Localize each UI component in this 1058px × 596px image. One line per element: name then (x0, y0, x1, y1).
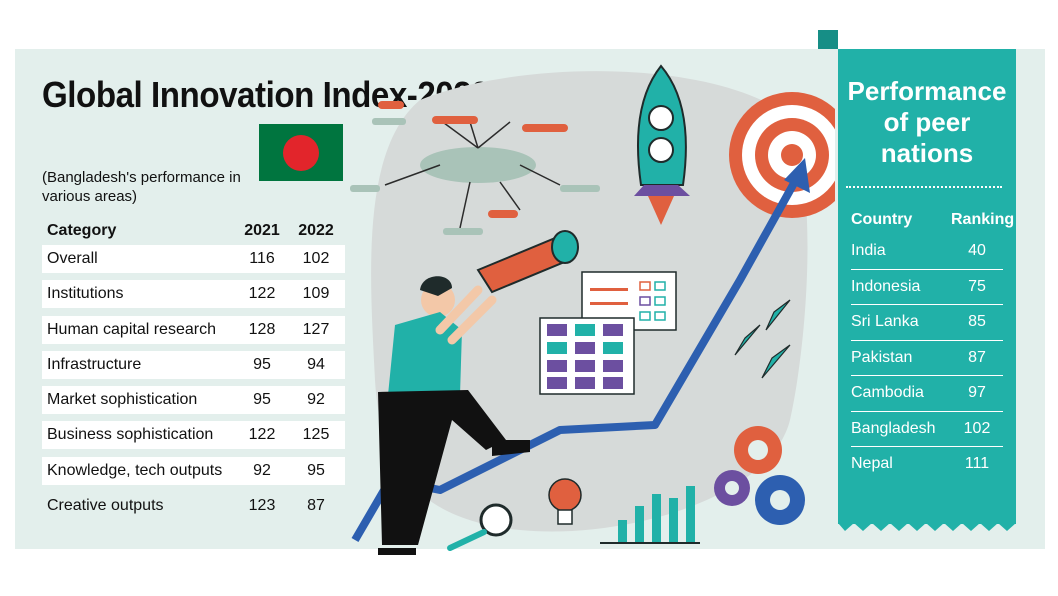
rocket-icon (634, 64, 690, 225)
row-2022: 95 (307, 461, 325, 479)
header-country: Country (851, 211, 913, 228)
country-ranking: 40 (968, 242, 986, 260)
list-item: Cambodia 97 (851, 376, 1003, 412)
table-row: Infrastructure 95 94 (42, 350, 345, 379)
row-2021: 128 (248, 320, 276, 338)
row-2021: 116 (249, 250, 275, 267)
row-2021: 95 (253, 355, 271, 373)
row-2021: 92 (253, 461, 271, 479)
bangladesh-flag-icon (259, 124, 343, 181)
country-name: India (851, 242, 886, 260)
row-2021: 122 (248, 285, 276, 303)
row-2021: 122 (248, 426, 276, 444)
row-category: Knowledge, tech outputs (47, 461, 223, 479)
peer-panel (838, 49, 1016, 524)
list-item: India 40 (851, 234, 1003, 270)
list-item: Bangladesh 102 (851, 412, 1003, 447)
ribbon-zigzag-edge (838, 517, 1016, 531)
table-header: Category 2021 2022 (42, 217, 345, 245)
lightbulb-icon (548, 478, 582, 525)
row-2022: 92 (307, 391, 325, 409)
dotted-divider (846, 186, 1002, 188)
row-2021: 95 (253, 391, 271, 409)
peer-title: Performance of peer nations (847, 76, 1007, 168)
country-ranking: 111 (964, 455, 990, 473)
country-ranking: 85 (968, 313, 986, 331)
table-row: Creative outputs 123 87 (42, 492, 345, 520)
row-category: Institutions (47, 285, 124, 303)
row-2022: 125 (302, 426, 330, 444)
person-with-telescope-icon (378, 230, 579, 555)
list-item: Indonesia 75 (851, 270, 1003, 305)
gear-icons (714, 426, 805, 525)
header-2021: 2021 (244, 222, 280, 239)
country-ranking: 97 (968, 384, 986, 402)
ribbon-flap (818, 30, 838, 49)
country-ranking: 102 (963, 419, 991, 437)
country-name: Indonesia (851, 277, 921, 295)
row-2022: 94 (307, 355, 325, 373)
row-category: Business sophistication (47, 426, 214, 444)
target-icon (729, 92, 835, 218)
table-row: Market sophistication 95 92 (42, 386, 345, 415)
flag-red-disc (283, 135, 319, 171)
header-2022: 2022 (298, 222, 334, 239)
peer-table: India 40 Indonesia 75 Sri Lanka 85 Pakis… (851, 234, 1003, 482)
row-category: Human capital research (47, 320, 216, 338)
calendar-card-icon (539, 317, 635, 395)
magnifier-icon (447, 503, 513, 551)
country-name: Pakistan (851, 348, 913, 366)
category-table: Category 2021 2022 Overall 116 102 Insti… (42, 217, 345, 527)
header-category: Category (47, 222, 117, 239)
mind-map-icon (350, 101, 600, 235)
paper-plane-icons (734, 299, 791, 379)
table-row: Human capital research 128 127 (42, 315, 345, 344)
row-2022: 127 (302, 320, 330, 338)
country-ranking: 87 (968, 348, 986, 366)
peer-table-header: Country Ranking (851, 211, 1015, 233)
row-category: Creative outputs (47, 497, 164, 515)
list-item: Sri Lanka 85 (851, 305, 1003, 341)
header-ranking: Ranking (951, 211, 1015, 228)
row-2022: 102 (302, 250, 330, 267)
row-category: Infrastructure (47, 355, 142, 373)
subtitle: (Bangladesh's performance in various are… (42, 169, 241, 205)
innovation-illustration (350, 64, 835, 555)
country-ranking: 75 (968, 277, 986, 295)
country-name: Sri Lanka (851, 313, 919, 331)
list-item: Pakistan 87 (851, 341, 1003, 376)
row-category: Market sophistication (47, 391, 198, 409)
country-name: Cambodia (851, 384, 924, 402)
table-row: Business sophistication 122 125 (42, 421, 345, 450)
row-2021: 123 (248, 497, 276, 515)
list-item: Nepal 111 (851, 447, 1003, 482)
table-row: Overall 116 102 (42, 245, 345, 273)
row-2022: 87 (307, 497, 325, 515)
table-row: Knowledge, tech outputs 92 95 (42, 456, 345, 485)
country-name: Bangladesh (851, 419, 936, 437)
bar-chart-icon (600, 486, 700, 544)
table-row: Institutions 122 109 (42, 280, 345, 309)
row-2022: 109 (302, 285, 330, 303)
country-name: Nepal (851, 455, 893, 473)
row-category: Overall (47, 250, 98, 267)
